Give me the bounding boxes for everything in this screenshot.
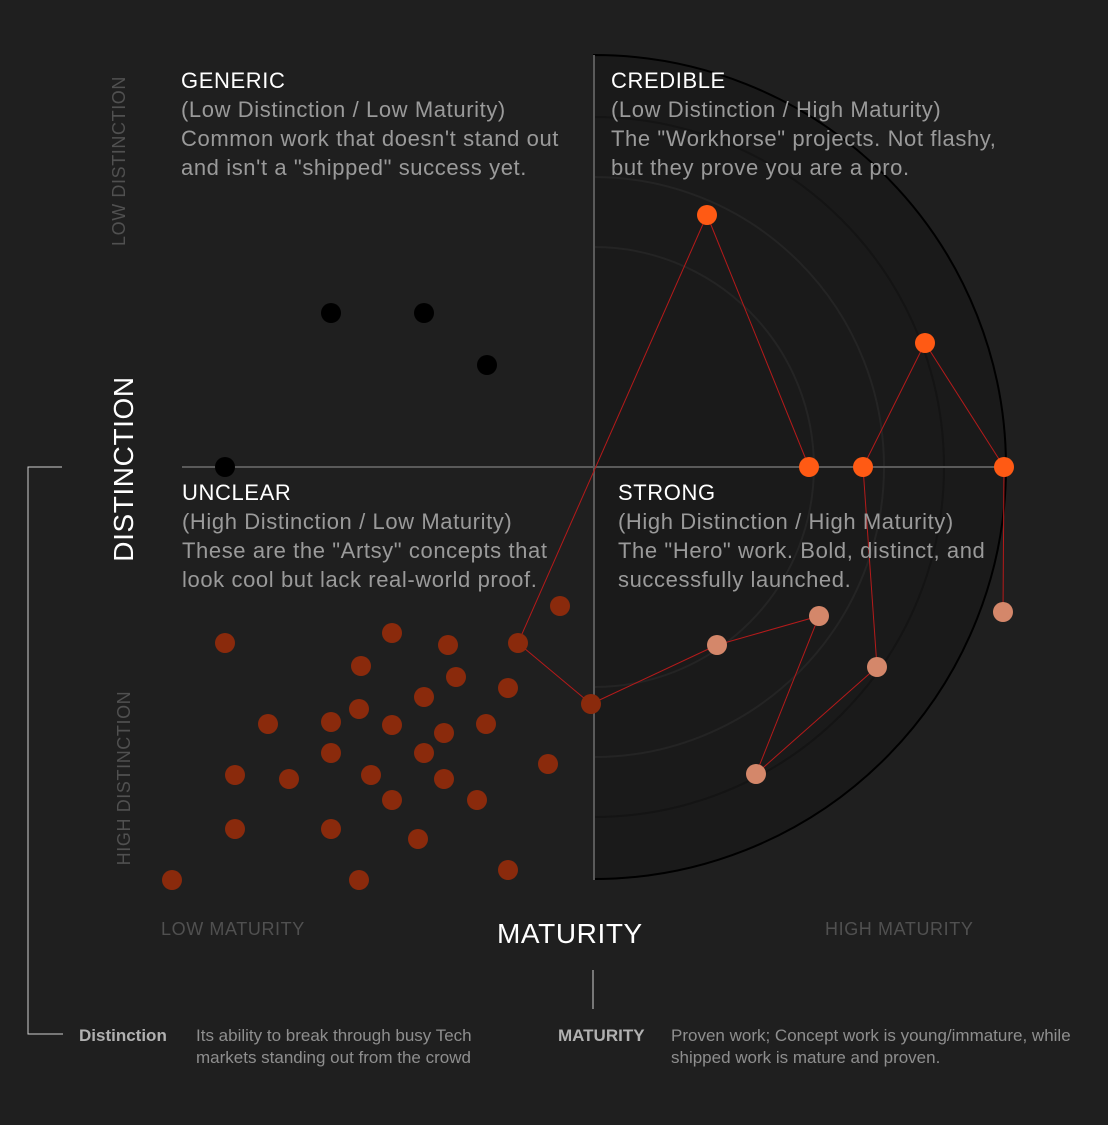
project-link-line [590,644,718,705]
unclear-dot [349,870,369,890]
credible-dot [853,457,873,477]
legend-distinction-text: Its ability to break through busy Tech m… [196,1026,472,1067]
credible-dot [994,457,1014,477]
x-axis-low-label: LOW MATURITY [161,919,305,939]
generic-dot [215,457,235,477]
project-link-line [755,666,878,775]
quadrant-strong-description: The "Hero" work. Bold, distinct, and suc… [618,538,986,592]
legend-maturity-text: Proven work; Concept work is young/immat… [671,1026,1071,1067]
credible-dot [799,457,819,477]
unclear-dot [414,743,434,763]
unclear-dot [414,687,434,707]
x-axis-title: MATURITY [497,918,643,949]
unclear-dot [408,829,428,849]
unclear-dot [498,860,518,880]
quadrant-strong-subtitle: (High Distinction / High Maturity) [618,509,954,534]
strong-dot [746,764,766,784]
unclear-dot [538,754,558,774]
unclear-dot [349,699,369,719]
quadrant-generic-title: GENERIC [181,68,286,93]
unclear-dot [467,790,487,810]
unclear-dot [225,819,245,839]
quadrant-credible-title: CREDIBLE [611,68,726,93]
project-links [517,214,1005,775]
unclear-dot [258,714,278,734]
maturity-ring [593,115,945,819]
quadrant-generic: GENERIC (Low Distinction / Low Maturity)… [181,66,581,182]
unclear-dot [581,694,601,714]
y-axis-low-label: LOW DISTINCTION [109,76,129,246]
legend-distinction-label: Distinction [79,1026,167,1045]
unclear-dot [434,769,454,789]
x-axis-high-label: HIGH MATURITY [825,919,974,939]
unclear-dot [382,715,402,735]
unclear-dot [438,635,458,655]
unclear-dot [382,623,402,643]
unclear-dot [321,712,341,732]
quadrant-unclear-title: UNCLEAR [182,480,292,505]
unclear-dot [279,769,299,789]
generic-dot [414,303,434,323]
unclear-dot [351,656,371,676]
unclear-dot [550,596,570,616]
project-dots [162,205,1014,890]
unclear-dot [361,765,381,785]
project-link-line [517,214,708,644]
unclear-dot [382,790,402,810]
quadrant-unclear: UNCLEAR (High Distinction / Low Maturity… [182,478,582,594]
quadrant-credible-subtitle: (Low Distinction / High Maturity) [611,97,942,122]
quadrant-credible-description: The "Workhorse" projects. Not flashy, bu… [611,126,997,180]
credible-dot [915,333,935,353]
quadrant-generic-subtitle: (Low Distinction / Low Maturity) [181,97,506,122]
project-link-line [1002,466,1005,613]
y-axis-high-label: HIGH DISTINCTION [114,690,134,866]
project-link-line [706,214,810,468]
unclear-dot [446,667,466,687]
generic-dot [477,355,497,375]
strong-dot [809,606,829,626]
unclear-dot [321,743,341,763]
unclear-dot [215,633,235,653]
unclear-dot [225,765,245,785]
quadrant-generic-description: Common work that doesn't stand out and i… [181,126,560,180]
project-link-line [517,642,592,705]
strong-dot [707,635,727,655]
unclear-dot [476,714,496,734]
generic-dot [321,303,341,323]
quadrant-strong-title: STRONG [618,480,716,505]
project-link-line [716,615,820,646]
maturity-ring [593,175,885,759]
credible-dot [697,205,717,225]
quadrant-credible: CREDIBLE (Low Distinction / High Maturit… [611,66,1001,182]
quadrant-unclear-description: These are the "Artsy" concepts that look… [182,538,548,592]
project-link-line [862,466,878,668]
unclear-dot [498,678,518,698]
project-link-line [862,342,926,468]
project-link-line [924,342,1005,468]
y-axis-title: DISTINCTION [108,376,139,562]
unclear-dot [321,819,341,839]
strong-dot [867,657,887,677]
quadrant-strong: STRONG (High Distinction / High Maturity… [618,478,1008,594]
project-link-line [755,615,820,775]
quadrant-unclear-subtitle: (High Distinction / Low Maturity) [182,509,513,534]
legend-bracket [27,466,63,1035]
legend-maturity-label: MATURITY [558,1026,645,1045]
unclear-dot [434,723,454,743]
unclear-dot [508,633,528,653]
unclear-dot [162,870,182,890]
strong-dot [993,602,1013,622]
